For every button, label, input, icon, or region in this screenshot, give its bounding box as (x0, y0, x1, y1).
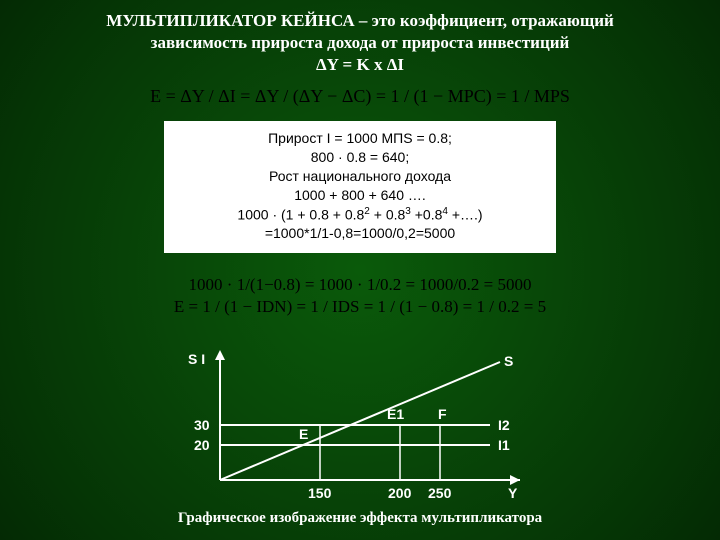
formula-1: E = ΔY / ΔI = ΔY / (ΔY − ΔC) = 1 / (1 − … (0, 86, 720, 107)
title-block: МУЛЬТИПЛИКАТОР КЕЙНСА – это коэффициент,… (0, 0, 720, 76)
wb-l6: =1000*1/1-0,8=1000/0,2=5000 (180, 224, 540, 243)
chart-svg: S I 30 20 150 200 250 Y S I1 I2 E E1 F (170, 350, 570, 515)
svg-text:30: 30 (194, 417, 210, 433)
title-line-1: МУЛЬТИПЛИКАТОР КЕЙНСА – это коэффициент,… (0, 10, 720, 32)
wb-l1: Прирост I = 1000 МПS = 0.8; (180, 129, 540, 148)
svg-text:E1: E1 (387, 406, 404, 422)
svg-text:150: 150 (308, 485, 332, 501)
wb-l5: 1000 · (1 + 0.8 + 0.82 + 0.83 +0.84 +….) (180, 205, 540, 225)
calculation-box: Прирост I = 1000 МПS = 0.8; 800 · 0.8 = … (164, 121, 556, 253)
svg-text:200: 200 (388, 485, 412, 501)
wb-l5c: +0.8 (411, 207, 443, 223)
svg-text:F: F (438, 406, 447, 422)
svg-text:250: 250 (428, 485, 452, 501)
title-line-2: зависимость прироста дохода от прироста … (0, 32, 720, 54)
wb-l5d: +….) (448, 207, 483, 223)
svg-text:S: S (504, 353, 513, 369)
svg-text:I2: I2 (498, 417, 510, 433)
wb-l5a: 1000 · (1 + 0.8 + 0.8 (237, 207, 364, 223)
title-line-3: ΔY = K x ΔI (0, 54, 720, 76)
formula-3: E = 1 / (1 − IDN) = 1 / IDS = 1 / (1 − 0… (0, 297, 720, 317)
formula-2: 1000 · 1/(1−0.8) = 1000 · 1/0.2 = 1000/0… (0, 275, 720, 295)
wb-l3: Рост национального дохода (180, 167, 540, 186)
chart-caption: Графическое изображение эффекта мультипл… (0, 510, 720, 527)
svg-text:20: 20 (194, 437, 210, 453)
wb-l4: 1000 + 800 + 640 …. (180, 186, 540, 205)
wb-l2: 800 · 0.8 = 640; (180, 148, 540, 167)
svg-text:I1: I1 (498, 437, 510, 453)
wb-l5b: + 0.8 (370, 207, 405, 223)
svg-text:S I: S I (188, 351, 205, 367)
chart: S I 30 20 150 200 250 Y S I1 I2 E E1 F (170, 350, 570, 520)
svg-text:E: E (299, 426, 308, 442)
svg-text:Y: Y (508, 485, 518, 501)
